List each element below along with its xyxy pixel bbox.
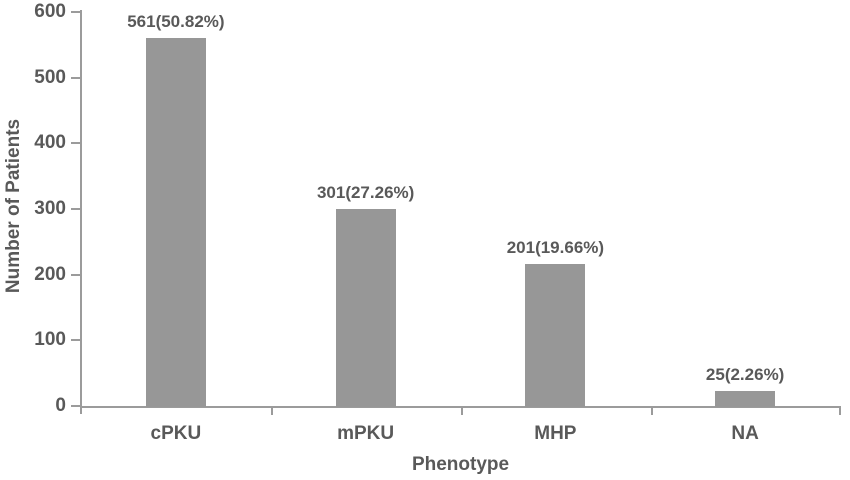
y-tick-label-300: 300	[34, 198, 66, 219]
bar-cell-mpku: 301(27.26%)	[271, 12, 461, 407]
x-tick-mark	[651, 408, 653, 415]
y-tick-label-0: 0	[55, 395, 66, 416]
y-axis-line	[80, 10, 82, 414]
x-tick-mark	[271, 408, 273, 415]
x-tick-mark	[839, 408, 841, 415]
x-axis-line	[80, 406, 841, 408]
y-tick-mark	[71, 339, 80, 341]
bar-mhp	[525, 264, 586, 407]
y-tick-label-600: 600	[34, 1, 66, 22]
bar-cell-mhp: 201(19.66%)	[461, 12, 651, 407]
category-label-na: NA	[731, 423, 759, 444]
y-tick-label-200: 200	[34, 264, 66, 285]
y-tick-mark	[71, 274, 80, 276]
bar-cpku	[145, 37, 206, 407]
bar-value-label: 301(27.26%)	[316, 182, 415, 202]
y-tick-label-400: 400	[34, 132, 66, 153]
bar-value-label: 25(2.26%)	[705, 364, 785, 384]
y-tick-mark	[71, 142, 80, 144]
bar-value-label: 201(19.66%)	[506, 238, 605, 258]
x-axis-title: Phenotype	[411, 454, 510, 475]
category-axis: cPKU mPKU MHP NA	[81, 423, 840, 445]
y-tick-label-100: 100	[34, 329, 66, 350]
bar-mpku	[335, 208, 396, 407]
bar-cell-na: 25(2.26%)	[650, 12, 840, 407]
bar-na	[715, 390, 776, 407]
x-tick-mark	[461, 408, 463, 415]
y-tick-label-500: 500	[34, 67, 66, 88]
bar-value-label: 561(50.82%)	[127, 11, 225, 31]
category-label-mhp: MHP	[534, 423, 577, 444]
bar-cell-cpku: 561(50.82%)	[81, 12, 271, 407]
y-tick-mark	[71, 405, 80, 407]
category-label-cpku: cPKU	[150, 423, 202, 444]
category-label-mpku: mPKU	[337, 423, 395, 444]
y-tick-mark	[71, 77, 80, 79]
y-tick-mark	[71, 11, 80, 13]
y-tick-mark	[71, 208, 80, 210]
plot-area: 561(50.82%) 301(27.26%) 201(19.66%) 25(2…	[81, 12, 840, 407]
